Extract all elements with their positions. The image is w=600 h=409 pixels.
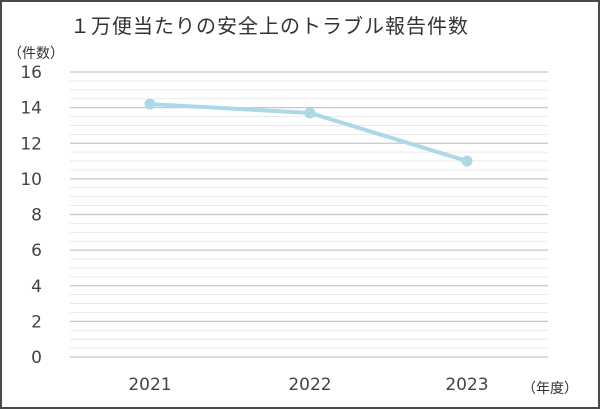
- y-tick-labels: 0 2 4 6 8 10 12 14 16: [20, 63, 42, 368]
- data-point: [304, 107, 316, 119]
- grid-lines: [70, 71, 548, 358]
- y-tick-label: 2: [31, 312, 42, 332]
- data-point: [144, 98, 156, 110]
- y-tick-label: 14: [20, 99, 42, 119]
- x-tick-labels: 2021 2022 2023: [128, 375, 488, 395]
- chart-title: １万便当たりの安全上のトラブル報告件数: [70, 14, 469, 38]
- y-tick-label: 8: [31, 206, 42, 226]
- y-tick-label: 16: [20, 63, 42, 83]
- x-tick-label: 2022: [288, 375, 331, 395]
- data-point: [461, 155, 473, 167]
- y-tick-label: 4: [31, 277, 42, 297]
- x-axis-label: （年度）: [522, 381, 578, 397]
- data-series: [144, 98, 473, 167]
- y-tick-label: 12: [20, 134, 42, 154]
- x-tick-label: 2021: [128, 375, 171, 395]
- y-tick-label: 10: [20, 170, 42, 190]
- y-tick-label: 6: [31, 241, 42, 261]
- y-axis-label: （件数）: [8, 46, 64, 62]
- y-tick-label: 0: [31, 348, 42, 368]
- x-tick-label: 2023: [445, 375, 488, 395]
